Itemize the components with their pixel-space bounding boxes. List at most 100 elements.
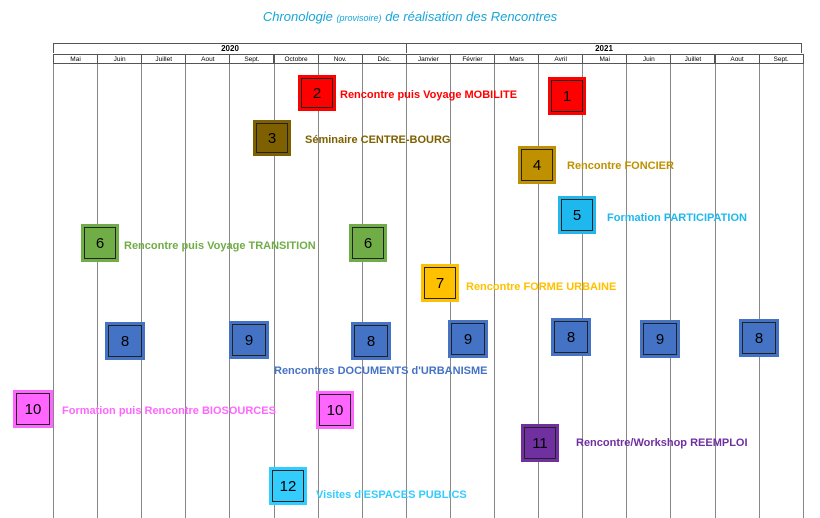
event-box-7: 7 <box>421 264 459 302</box>
month-14: Juillet <box>670 54 716 64</box>
event-label-2: Séminaire CENTRE-BOURG <box>305 134 451 146</box>
gridline-11 <box>538 64 540 518</box>
gridline-13 <box>626 64 628 518</box>
month-2: Juillet <box>141 54 187 64</box>
event-box-border <box>319 394 351 426</box>
month-8: Janvier <box>405 54 451 64</box>
event-box-17: 11 <box>521 424 559 462</box>
event-box-border <box>524 427 556 459</box>
event-box-border <box>554 321 588 353</box>
gridline-8 <box>405 64 407 518</box>
month-7: Déc. <box>361 54 407 64</box>
gridline-17 <box>802 64 804 518</box>
gridline-14 <box>670 64 672 518</box>
event-number: 7 <box>435 274 445 292</box>
event-number: 8 <box>120 332 130 350</box>
event-number: 9 <box>244 331 254 349</box>
event-box-11: 9 <box>448 320 488 358</box>
event-label-15: Formation puis Rencontre BIOSOURCES <box>62 405 276 417</box>
event-number: 10 <box>326 401 344 419</box>
gridline-7 <box>361 64 363 518</box>
event-box-8: 8 <box>105 322 145 360</box>
event-number: 2 <box>312 84 322 102</box>
gridline-2 <box>141 64 143 518</box>
event-box-border <box>84 227 116 259</box>
event-box-14: 8 <box>739 319 779 357</box>
event-box-4: 5 <box>558 196 596 234</box>
event-box-10: 8 <box>351 322 391 360</box>
event-box-3: 4 <box>518 146 556 184</box>
month-16: Sept. <box>758 54 804 64</box>
month-1: Juin <box>97 54 143 64</box>
event-box-9: 9 <box>229 321 269 359</box>
event-box-border <box>352 227 384 259</box>
event-box-18: 12 <box>269 467 307 505</box>
event-box-border <box>272 470 304 502</box>
event-number: 4 <box>532 156 542 174</box>
month-5: Octobre <box>273 54 319 64</box>
gridline-5 <box>273 64 275 518</box>
gridline-6 <box>317 64 319 518</box>
event-label-0: Rencontre puis Voyage MOBILITE <box>340 89 518 101</box>
event-box-border <box>16 393 50 425</box>
title-part-2: de réalisation des Rencontres <box>385 9 558 24</box>
title-small: (provisoire) <box>336 13 382 23</box>
event-box-border <box>301 78 333 108</box>
event-number: 9 <box>463 330 473 348</box>
event-box-border <box>424 267 456 299</box>
event-number: 11 <box>532 434 548 452</box>
event-box-2: 3 <box>253 120 291 156</box>
gridline-1 <box>97 64 99 518</box>
event-number: 3 <box>267 129 277 147</box>
documents-label: Rencontres DOCUMENTS d'URBANISME <box>274 365 488 377</box>
title-part-1: Chronologie <box>262 9 333 24</box>
month-9: Février <box>449 54 495 64</box>
year-2021: 2021 <box>406 43 802 53</box>
month-0: Mai <box>53 54 99 64</box>
event-number: 6 <box>363 234 373 252</box>
event-box-border <box>354 325 388 357</box>
event-number: 12 <box>279 477 297 495</box>
month-12: Mai <box>582 54 628 64</box>
event-box-border <box>643 323 677 355</box>
month-4: Sept. <box>229 54 275 64</box>
event-box-13: 9 <box>640 320 680 358</box>
event-label-17: Rencontre/Workshop REEMPLOI <box>576 437 748 449</box>
event-label-3: Rencontre FONCIER <box>567 160 674 172</box>
event-box-border <box>232 324 266 356</box>
gridline-12 <box>582 64 584 518</box>
event-box-12: 8 <box>551 318 591 356</box>
event-label-7: Rencontre FORME URBAINE <box>466 281 617 293</box>
event-box-0: 2 <box>298 75 336 111</box>
event-box-1: 1 <box>548 77 586 115</box>
gridline-4 <box>229 64 231 518</box>
event-box-border <box>256 123 288 153</box>
event-box-border <box>742 322 776 354</box>
event-number: 8 <box>754 329 764 347</box>
diagram-title: Chronologie (provisoire) de réalisation … <box>0 9 820 24</box>
event-number: 8 <box>366 332 376 350</box>
month-3: Aout <box>185 54 231 64</box>
event-box-border <box>551 80 583 112</box>
event-box-6: 6 <box>349 224 387 262</box>
gridline-15 <box>714 64 716 518</box>
event-label-18: Visites d'ESPACES PUBLICS <box>316 489 467 501</box>
month-6: Nov. <box>317 54 363 64</box>
month-13: Juin <box>626 54 672 64</box>
event-box-border <box>108 325 142 357</box>
gridline-16 <box>758 64 760 518</box>
month-15: Aout <box>714 54 760 64</box>
event-number: 9 <box>655 330 665 348</box>
event-box-5: 6 <box>81 224 119 262</box>
event-number: 8 <box>566 328 576 346</box>
year-2020: 2020 <box>53 43 407 53</box>
month-10: Mars <box>494 54 540 64</box>
event-box-border <box>561 199 593 231</box>
event-number: 10 <box>24 400 42 418</box>
event-number: 5 <box>572 206 582 224</box>
gridline-10 <box>494 64 495 518</box>
event-label-4: Formation PARTICIPATION <box>607 212 747 224</box>
gridline-0 <box>53 64 54 518</box>
event-box-16: 10 <box>316 391 354 429</box>
event-box-15: 10 <box>13 390 53 428</box>
